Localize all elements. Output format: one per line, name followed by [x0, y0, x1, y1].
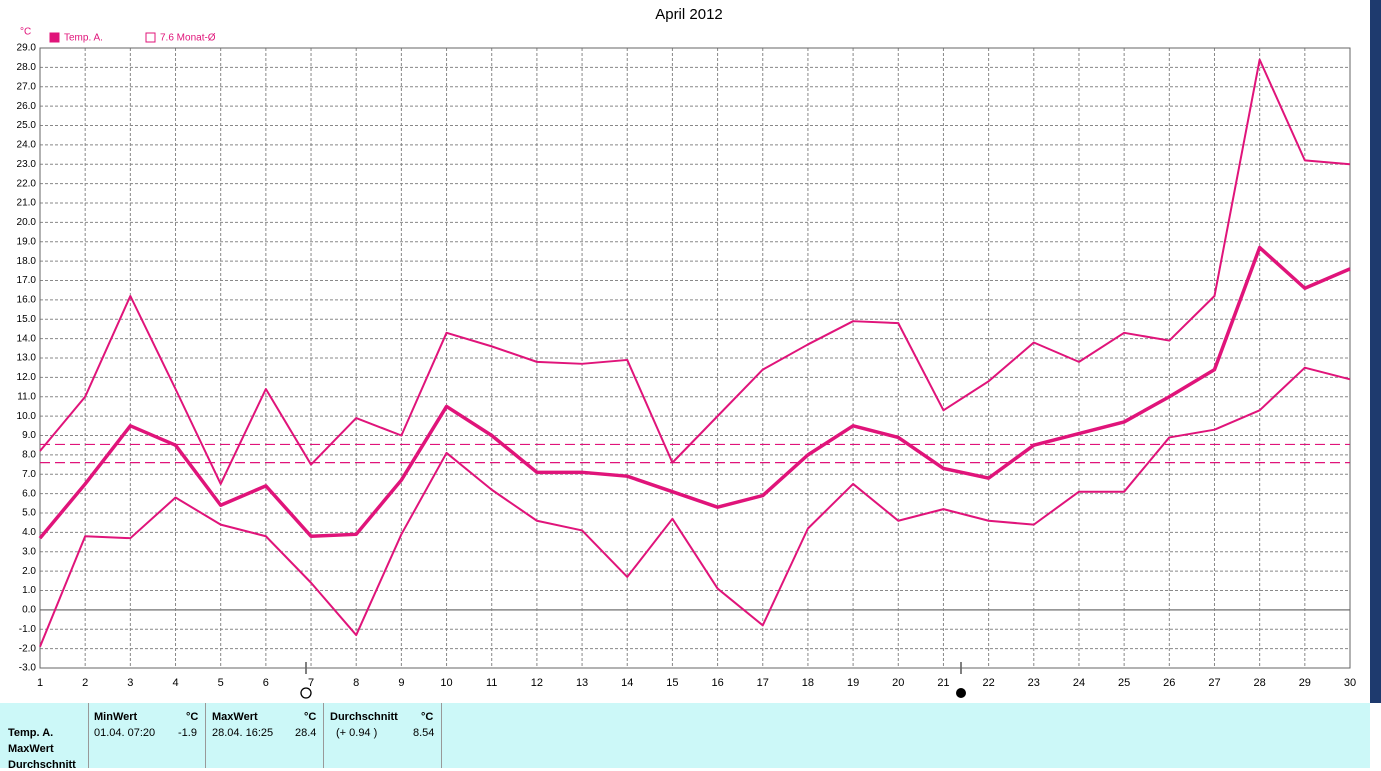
- x-tick-label: 30: [1344, 677, 1356, 689]
- x-tick-label: 1: [37, 677, 43, 689]
- y-tick-label: 29.0: [17, 43, 37, 54]
- x-tick-label: 4: [172, 677, 178, 689]
- column-header: MaxWert: [212, 711, 258, 723]
- legend-label: 7.6 Monat-Ø: [160, 33, 216, 44]
- y-tick-label: 17.0: [17, 275, 37, 286]
- x-tick-label: 20: [892, 677, 904, 689]
- y-tick-label: 21.0: [17, 198, 37, 209]
- y-axis-label: °C: [20, 27, 31, 38]
- column-unit: °C: [186, 711, 199, 723]
- y-tick-label: 26.0: [17, 101, 37, 112]
- x-tick-label: 11: [486, 677, 497, 689]
- y-tick-label: 24.0: [17, 140, 37, 151]
- y-tick-label: 6.0: [22, 488, 36, 499]
- y-tick-label: 16.0: [17, 295, 37, 306]
- column-unit: °C: [304, 711, 317, 723]
- series-line: [38, 245, 1351, 540]
- separator: [441, 703, 442, 768]
- plot-border: [39, 47, 1351, 669]
- y-tick-label: 12.0: [17, 372, 37, 383]
- cell-value: -1.9: [178, 727, 197, 739]
- y-tick-label: 14.0: [17, 333, 37, 344]
- y-tick-label: 5.0: [22, 508, 36, 519]
- x-tick-label: 5: [218, 677, 224, 689]
- y-tick-label: 3.0: [22, 546, 36, 557]
- y-tick-label: 9.0: [22, 430, 36, 441]
- y-tick-label: -3.0: [19, 663, 37, 674]
- y-tick-label: 2.0: [22, 566, 36, 577]
- x-tick-label: 29: [1299, 677, 1311, 689]
- x-tick-label: 17: [757, 677, 769, 689]
- y-tick-label: 28.0: [17, 62, 37, 73]
- y-tick-label: 15.0: [17, 314, 37, 325]
- y-tick-label: 4.0: [22, 527, 36, 538]
- legend-swatch: [49, 32, 60, 43]
- x-tick-label: 6: [263, 677, 269, 689]
- x-tick-label: 23: [1028, 677, 1040, 689]
- x-tick-label: 27: [1208, 677, 1220, 689]
- y-tick-label: 25.0: [17, 120, 37, 131]
- x-tick-label: 8: [353, 677, 359, 689]
- x-tick-label: 19: [847, 677, 859, 689]
- chart: April 2012 °C -3.0 -2.0 -1.0 0.0 1.0 2.0 3.0 4.…: [17, 0, 1381, 703]
- y-tick-label: -2.0: [19, 643, 37, 654]
- cell-value: 28.4: [295, 727, 317, 739]
- row-label: Temp. A.: [8, 727, 54, 739]
- x-tick-label: 9: [398, 677, 404, 689]
- y-tick-label: 13.0: [17, 353, 37, 364]
- x-tick-label: 10: [440, 677, 452, 689]
- y-tick-label: 27.0: [17, 81, 37, 92]
- y-tick-label: 10.0: [17, 411, 37, 422]
- x-tick-label: 12: [531, 677, 543, 689]
- x-tick-label: 24: [1073, 677, 1085, 689]
- y-tick-label: -1.0: [19, 624, 37, 635]
- separator: [205, 703, 206, 768]
- x-tick-label: 25: [1118, 677, 1130, 689]
- x-tick-label: 21: [937, 677, 949, 689]
- x-tick-label: 14: [621, 677, 633, 689]
- y-tick-label: 20.0: [17, 217, 37, 228]
- y-tick-label: 18.0: [17, 256, 37, 267]
- x-tick-label: 7: [308, 677, 314, 689]
- column-header: MinWert: [94, 711, 138, 723]
- x-tick-label: 18: [802, 677, 814, 689]
- x-tick-label: 22: [982, 677, 994, 689]
- chart-title: April 2012: [655, 6, 723, 23]
- y-tick-label: 0.0: [22, 605, 36, 616]
- moon-icon: [956, 688, 966, 698]
- y-tick-label: 22.0: [17, 178, 37, 189]
- cell-time: 28.04. 16:25: [212, 727, 274, 739]
- x-tick-label: 26: [1163, 677, 1175, 689]
- cell-value: 8.54: [413, 727, 435, 739]
- column-unit: °C: [421, 711, 434, 723]
- separator: [88, 703, 89, 768]
- separator: [323, 703, 324, 768]
- x-tick-label: 3: [127, 677, 133, 689]
- x-tick-label: 28: [1254, 677, 1266, 689]
- y-tick-label: 8.0: [22, 450, 36, 461]
- row-label: MaxWert: [8, 743, 54, 755]
- series-line: [39, 366, 1351, 648]
- column-header: Durchschnitt: [330, 711, 398, 723]
- series-line: [39, 58, 1351, 485]
- stats-table: Temp. A. MaxWert Durchschnitt MinWert °C…: [0, 703, 1370, 771]
- legend-label: Temp. A.: [64, 33, 103, 44]
- cell-time: (+ 0.94 ): [336, 727, 378, 739]
- y-tick-label: 7.0: [22, 469, 36, 480]
- x-tick-label: 16: [711, 677, 723, 689]
- y-tick-label: 1.0: [22, 585, 36, 596]
- x-tick-label: 2: [82, 677, 88, 689]
- x-tick-label: 15: [666, 677, 678, 689]
- legend-swatch: [145, 32, 156, 43]
- y-tick-label: 23.0: [17, 159, 37, 170]
- cell-time: 01.04. 07:20: [94, 727, 156, 739]
- y-tick-label: 11.0: [17, 391, 36, 402]
- row-label: Durchschnitt: [8, 759, 76, 771]
- x-tick-label: 13: [576, 677, 588, 689]
- window-edge: [1370, 0, 1381, 703]
- moon-icon: [300, 687, 312, 699]
- y-tick-label: 19.0: [17, 236, 37, 247]
